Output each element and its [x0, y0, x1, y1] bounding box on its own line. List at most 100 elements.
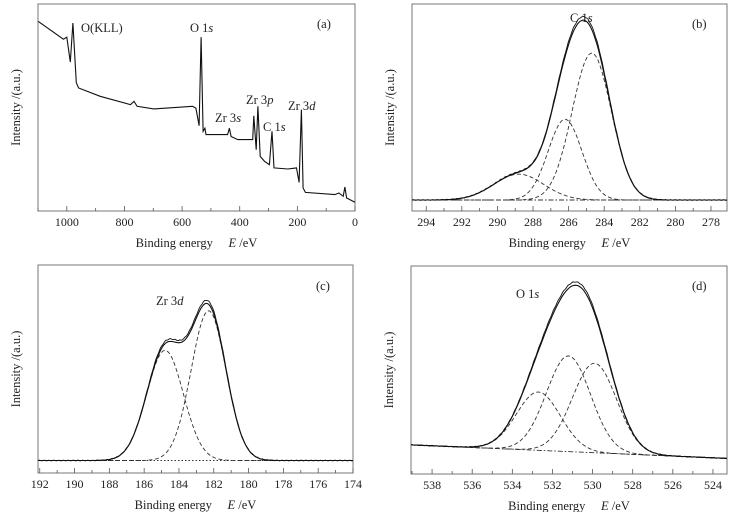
peak-annotation: Zr 3d [288, 99, 316, 113]
peak-annotation: Zr 3s [215, 111, 241, 125]
x-tick-label: 800 [115, 215, 133, 229]
panel-d: 538 536 534 532 530 528 526 524 Binding energy E… [382, 266, 727, 512]
fit-envelope-line [38, 303, 353, 460]
peak-annotation: O 1s [516, 287, 539, 301]
x-tick-label: 184 [170, 477, 188, 491]
annotation-italic: d [177, 294, 184, 308]
x-tick-label: 600 [173, 215, 191, 229]
fit-component-line [412, 53, 727, 200]
x-tick-label: 288 [524, 215, 542, 229]
x-axis-label-var: E [601, 236, 610, 250]
x-tick-label: 534 [503, 478, 521, 492]
x-axis-label-var: E [600, 499, 609, 512]
x-tick-label: 400 [231, 215, 249, 229]
x-axis-label-text: Binding energy [509, 236, 602, 250]
annotation-text: Zr 3 [156, 294, 177, 308]
annotation-italic: s [208, 21, 213, 35]
annotation-text: Zr 3 [288, 99, 309, 113]
panel-label: (d) [692, 279, 707, 293]
plot-frame [412, 4, 727, 211]
fit-component-line [412, 174, 727, 200]
annotation-text: Zr 3 [246, 93, 267, 107]
x-tick-label: 524 [704, 478, 722, 492]
annotation-italic: p [266, 93, 273, 107]
x-tick-label: 190 [66, 477, 84, 491]
fit-envelope-line [412, 20, 727, 200]
fit-envelope-line [411, 285, 727, 458]
x-tick-label: 292 [453, 215, 471, 229]
x-axis-label-unit: /eV [236, 236, 257, 250]
fit-component-line [411, 363, 727, 458]
x-tick-label: 174 [344, 477, 362, 491]
x-tick-label: 192 [31, 477, 49, 491]
peak-annotation: O 1s [190, 21, 213, 35]
x-tick-label: 186 [135, 477, 153, 491]
peak-annotation: Zr 3d [156, 294, 184, 308]
x-tick-label: 294 [417, 215, 435, 229]
fit-component-line [411, 356, 727, 458]
x-tick-label: 180 [240, 477, 258, 491]
plot-frame [411, 266, 727, 474]
x-tick-label: 188 [100, 477, 118, 491]
x-tick-label: 530 [584, 478, 602, 492]
panel-label: (b) [692, 17, 707, 31]
x-tick-label: 182 [205, 477, 223, 491]
x-tick-label: 286 [560, 215, 578, 229]
x-tick-label: 200 [288, 215, 306, 229]
fit-component-line [412, 119, 727, 200]
panel-label: (a) [317, 17, 331, 31]
annotation-italic: s [281, 120, 286, 134]
x-tick-label: 290 [488, 215, 506, 229]
x-axis-label-text: Binding energy [135, 498, 228, 512]
annotation-italic: s [236, 111, 241, 125]
panel-b: 294 292 290 288 286 284 282 280 278 Binding energ… [383, 4, 727, 250]
x-tick-label: 0 [352, 215, 358, 229]
y-axis-label: Intensity /(a.u.) [9, 331, 23, 408]
fit-component-line [38, 311, 353, 461]
x-axis-label: Binding energy E /eV [135, 498, 257, 512]
panel-a: 1000 800 600 400 200 0 Binding energy E /eV Int… [9, 4, 358, 250]
annotation-italic: d [309, 99, 316, 113]
annotation-text: Zr 3 [215, 111, 236, 125]
y-axis-label: Intensity /(a.u.) [382, 332, 396, 409]
x-tick-label: 532 [543, 478, 561, 492]
x-axis-label-unit: /eV [235, 498, 256, 512]
peak-annotation: O(KLL) [81, 21, 123, 35]
measured-spectrum-line [411, 282, 727, 459]
x-axis-label-unit: /eV [609, 236, 630, 250]
x-axis-label-unit: /eV [609, 499, 630, 512]
x-tick-label: 176 [309, 477, 327, 491]
x-axis-label-var: E [228, 236, 237, 250]
measured-spectrum-line [412, 16, 727, 200]
measured-spectrum-line [38, 301, 353, 461]
y-axis-label: Intensity /(a.u.) [383, 69, 397, 146]
peak-annotation: Zr 3p [246, 93, 273, 107]
panel-label: (c) [316, 279, 330, 293]
x-tick-label: 280 [666, 215, 684, 229]
x-tick-label: 526 [664, 478, 682, 492]
annotation-text: O 1 [516, 287, 534, 301]
x-axis-label: Binding energy E /eV [508, 499, 630, 512]
y-axis-label: Intensity /(a.u.) [9, 69, 23, 146]
x-tick-label: 528 [624, 478, 642, 492]
plot-frame [38, 265, 353, 473]
x-axis-label: Binding energy E /eV [509, 236, 631, 250]
annotation-text: O 1 [190, 21, 208, 35]
x-tick-label: 538 [423, 478, 441, 492]
x-tick-label: 282 [631, 215, 649, 229]
fit-component-line [38, 350, 353, 460]
x-tick-label: 1000 [55, 215, 79, 229]
annotation-text: O(KLL) [81, 21, 123, 35]
x-tick-label: 178 [274, 477, 292, 491]
x-axis-label: Binding energy E /eV [136, 236, 258, 250]
x-axis-label-text: Binding energy [136, 236, 229, 250]
peak-annotation: C 1s [263, 120, 286, 134]
x-tick-label: 278 [702, 215, 720, 229]
x-tick-label: 536 [463, 478, 481, 492]
x-tick-label: 284 [595, 215, 613, 229]
fit-component-line [411, 392, 727, 458]
annotation-italic: s [534, 287, 539, 301]
peak-annotation: C 1s [570, 11, 593, 25]
panel-c: 192 190 188 186 184 182 180 178 176 174 Binding en… [9, 265, 362, 512]
